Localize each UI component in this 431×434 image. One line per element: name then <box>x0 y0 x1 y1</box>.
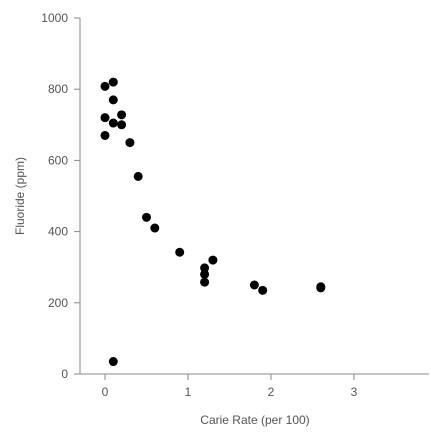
data-point <box>200 277 210 287</box>
data-point <box>125 138 135 148</box>
x-tick-label: 0 <box>102 385 109 399</box>
y-tick-label: 800 <box>48 82 68 96</box>
x-axis-label: Carie Rate (per 100) <box>200 413 309 427</box>
data-point <box>117 120 127 130</box>
y-tick-label: 400 <box>48 225 68 239</box>
data-point <box>108 357 118 367</box>
data-point <box>249 280 259 290</box>
y-tick-label: 200 <box>48 296 68 310</box>
data-points <box>100 77 326 367</box>
y-axis-label: Fluoride (ppm) <box>13 157 27 235</box>
data-point <box>208 255 218 265</box>
tick-labels: 0 200 400 600 800 1000 0 1 2 3 <box>41 11 357 399</box>
data-point <box>108 77 118 87</box>
axes <box>79 18 429 375</box>
tick-marks <box>74 17 355 380</box>
x-tick-label: 2 <box>268 385 275 399</box>
data-point <box>200 269 210 279</box>
data-point <box>200 263 210 273</box>
x-tick-label: 3 <box>351 385 358 399</box>
data-point <box>258 285 268 295</box>
data-point <box>316 283 326 293</box>
data-point <box>150 223 160 233</box>
x-tick-label: 1 <box>185 385 192 399</box>
data-point <box>100 130 110 140</box>
y-tick-label: 0 <box>61 367 68 381</box>
y-tick-label: 600 <box>48 153 68 167</box>
data-point <box>133 171 143 181</box>
data-point <box>117 110 127 120</box>
data-point <box>108 118 118 128</box>
data-point <box>175 247 185 257</box>
data-point <box>100 81 110 91</box>
data-point <box>108 95 118 105</box>
data-point <box>142 212 151 222</box>
y-tick-label: 1000 <box>41 11 68 25</box>
data-point <box>100 113 110 123</box>
